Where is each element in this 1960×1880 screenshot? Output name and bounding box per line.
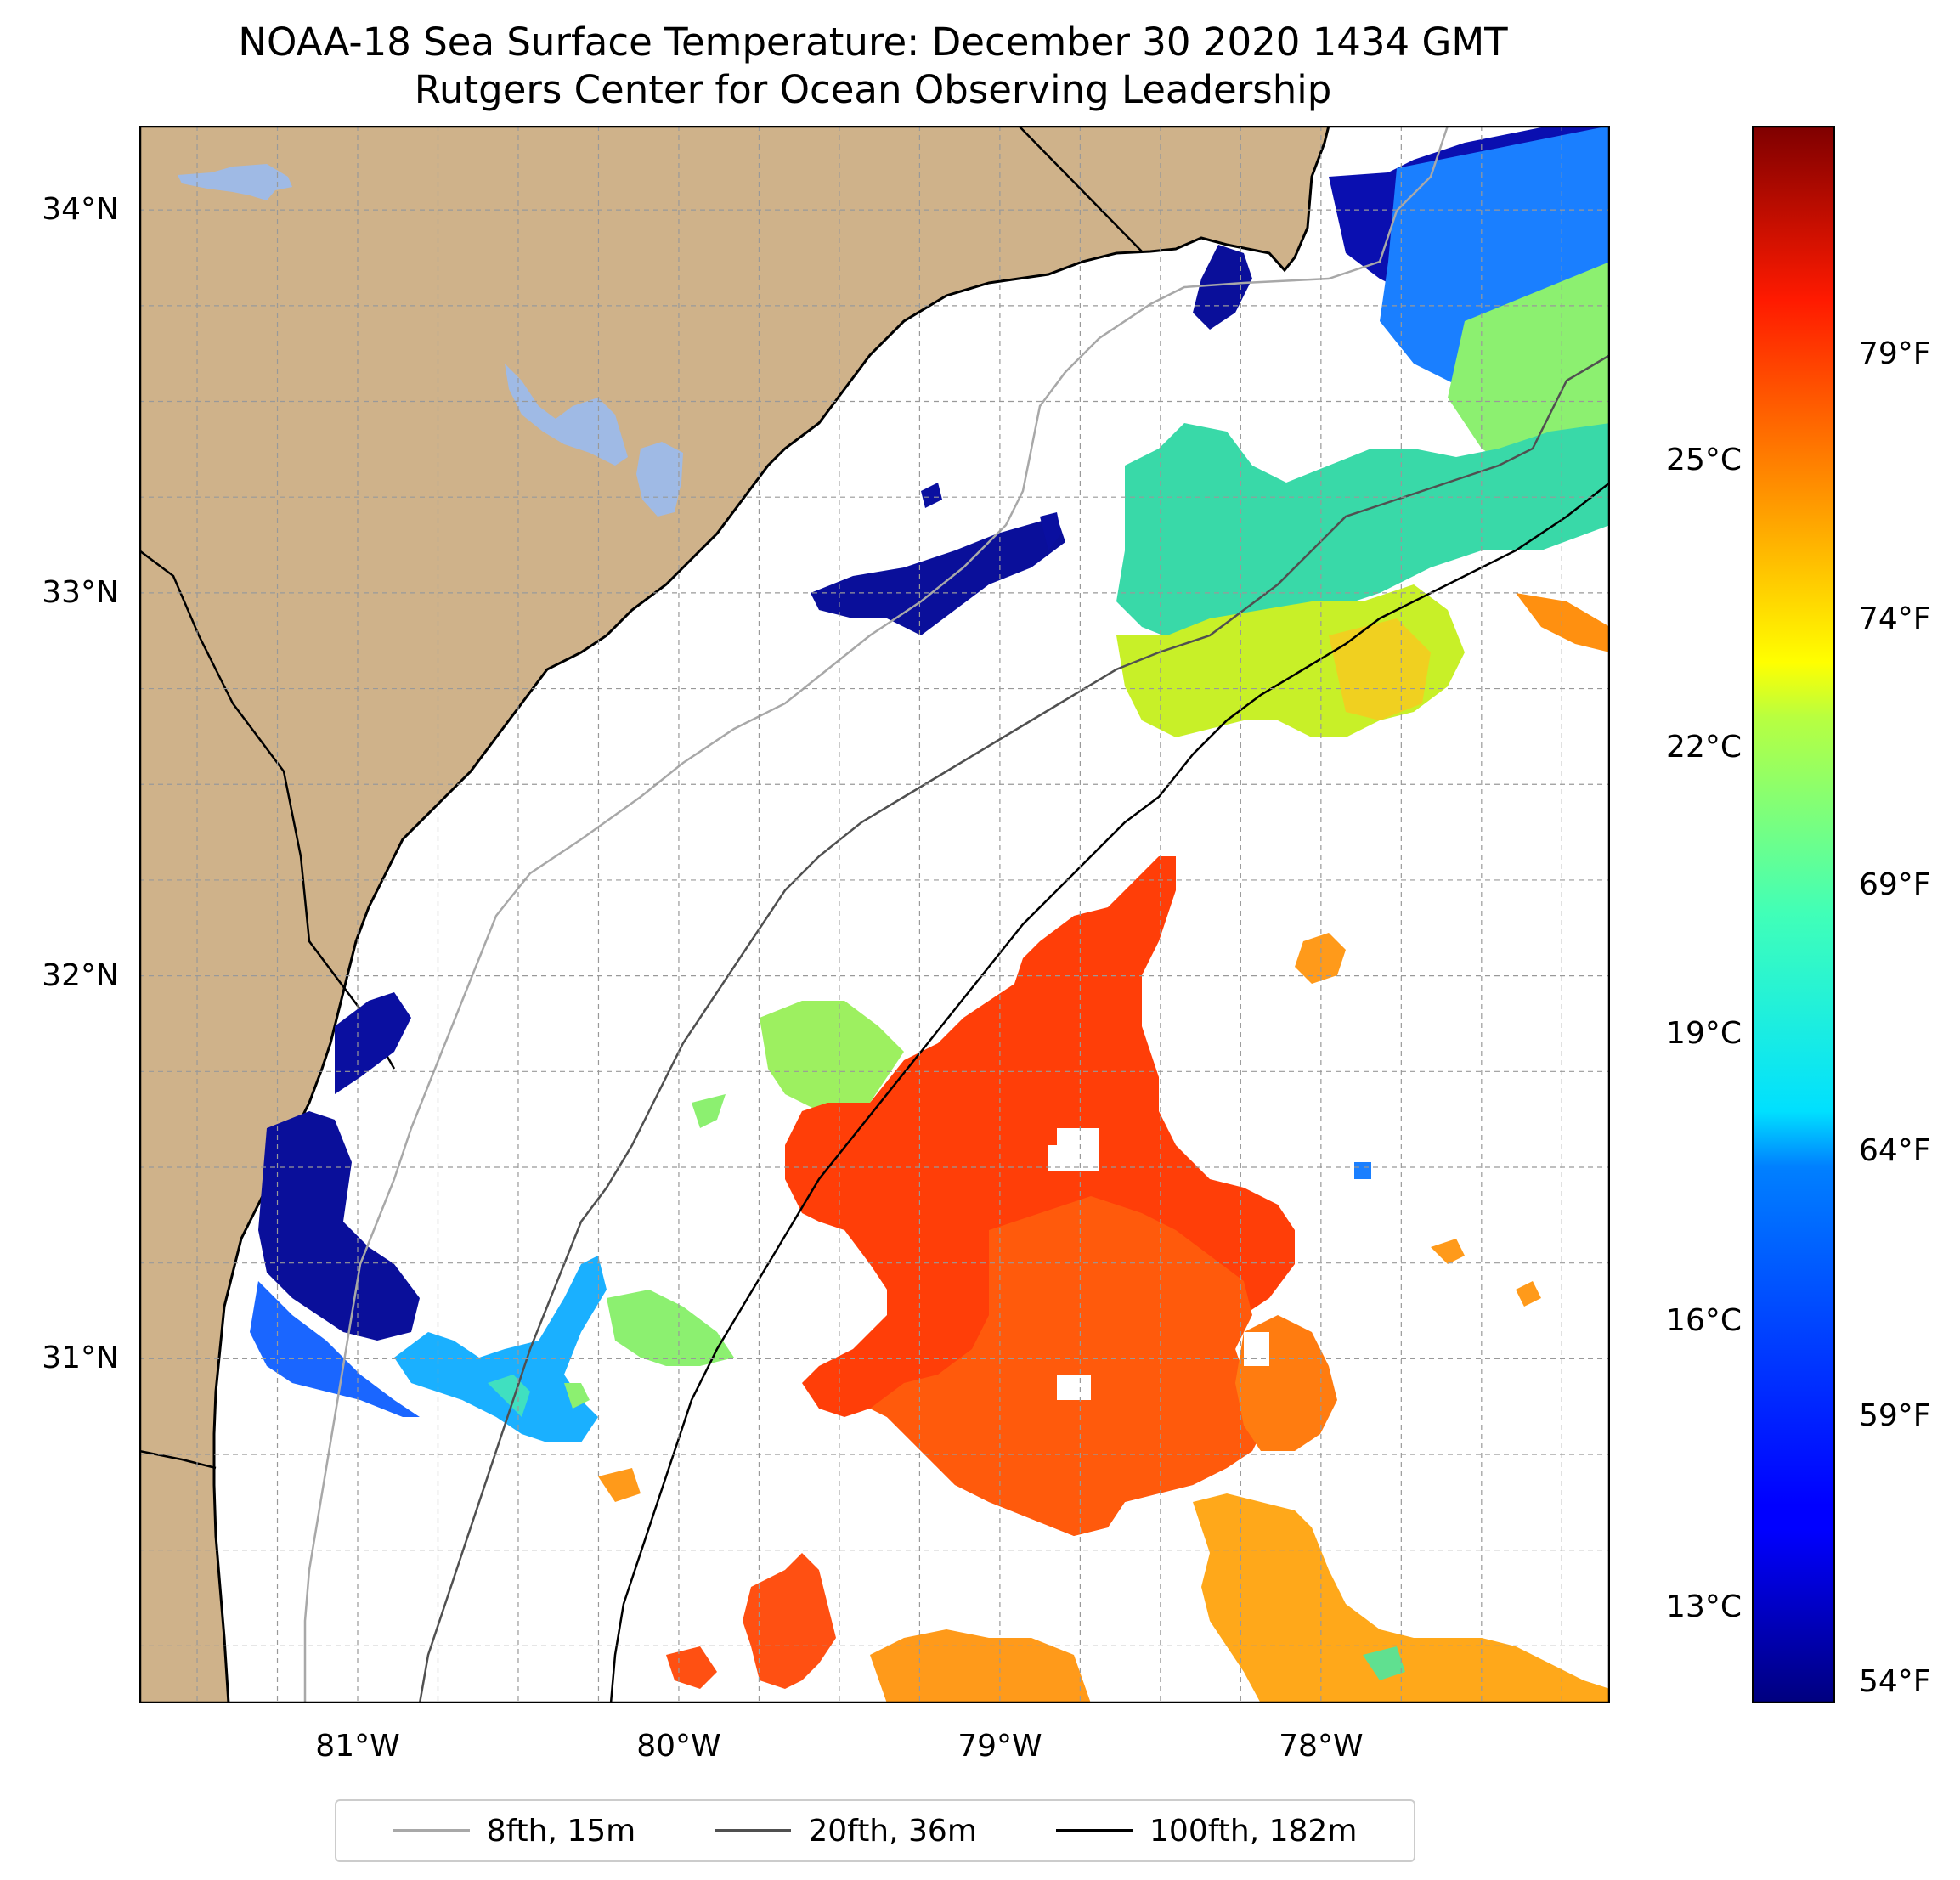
colorbar — [1752, 126, 1835, 1703]
map-border — [139, 126, 1610, 1703]
lon-tick-label: 81°W — [315, 1729, 400, 1764]
sst-map — [139, 126, 1610, 1703]
lon-tick-label: 80°W — [636, 1729, 721, 1764]
legend-item-100fth: 100fth, 182m — [1056, 1814, 1357, 1849]
map-subtitle: Rutgers Center for Ocean Observing Leade… — [414, 67, 1332, 112]
lat-tick-label: 33°N — [42, 574, 119, 610]
legend-label: 8fth, 15m — [486, 1813, 636, 1849]
fahrenheit-tick-label: 79°F — [1859, 336, 1931, 371]
legend-swatch — [393, 1829, 470, 1832]
legend-item-20fth: 20fth, 36m — [715, 1814, 977, 1849]
legend-swatch — [1056, 1829, 1133, 1832]
gridlines — [139, 126, 1610, 1703]
celsius-tick-label: 22°C — [1666, 729, 1742, 765]
fahrenheit-tick-label: 64°F — [1859, 1132, 1931, 1168]
fahrenheit-tick-label: 69°F — [1859, 867, 1931, 903]
celsius-tick-label: 25°C — [1666, 442, 1742, 477]
legend-item-8fth: 8fth, 15m — [393, 1813, 636, 1849]
celsius-tick-label: 13°C — [1666, 1589, 1742, 1625]
fahrenheit-tick-label: 54°F — [1859, 1663, 1931, 1699]
contour-20fth — [418, 353, 1610, 1703]
lat-tick-label: 32°N — [42, 957, 119, 993]
lat-tick-label: 34°N — [42, 192, 119, 228]
contour-legend: 8fth, 15m 20fth, 36m 100fth, 182m — [335, 1799, 1415, 1862]
legend-swatch — [715, 1829, 792, 1832]
celsius-tick-label: 16°C — [1666, 1302, 1742, 1338]
fahrenheit-tick-label: 59°F — [1859, 1398, 1931, 1434]
lake — [178, 164, 292, 200]
lat-tick-label: 31°N — [42, 1341, 119, 1376]
legend-label: 100fth, 182m — [1149, 1813, 1358, 1849]
map-title: NOAA-18 Sea Surface Temperature: Decembe… — [238, 20, 1508, 65]
lake — [505, 364, 628, 466]
sst-patches — [250, 126, 1610, 1703]
fahrenheit-tick-label: 74°F — [1859, 601, 1931, 637]
lon-tick-label: 79°W — [957, 1729, 1042, 1764]
legend-label: 20fth, 36m — [808, 1813, 977, 1849]
lon-tick-label: 78°W — [1279, 1729, 1364, 1764]
contour-8fth — [303, 126, 1449, 1703]
lake — [636, 442, 683, 517]
state-border — [139, 126, 1143, 1470]
contour-100fth — [609, 482, 1610, 1703]
land-area — [139, 126, 1330, 1703]
colorbar-gradient — [1752, 126, 1835, 1703]
celsius-tick-label: 19°C — [1666, 1016, 1742, 1052]
